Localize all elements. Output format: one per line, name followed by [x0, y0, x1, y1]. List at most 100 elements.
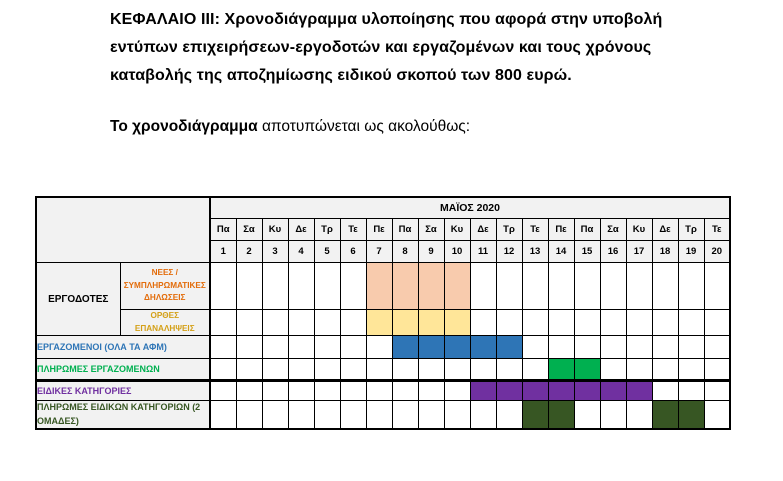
timeline-gantt-table: ΜΑΪΟΣ 2020 Πα Σα Κυ Δε Τρ Τε Πε Πα Σα Κυ Δε Τρ Τε Πε Πα…: [35, 196, 731, 431]
day-name-cell: Δε: [287, 218, 315, 241]
gantt-cell: [573, 400, 601, 430]
gantt-cell: [313, 400, 341, 430]
gantt-bar-cell: [521, 400, 549, 430]
gantt-cell: [209, 308, 237, 337]
gantt-cell: [625, 308, 653, 337]
gantt-cell: [339, 400, 367, 430]
gantt-cell: [495, 308, 523, 337]
gantt-cell: [599, 358, 627, 382]
day-name-cell: Σα: [235, 218, 263, 241]
gantt-cell: [703, 358, 731, 382]
day-name-cell: Τε: [703, 218, 731, 241]
day-name-cell: Σα: [417, 218, 445, 241]
gantt-cell: [287, 335, 315, 360]
day-number-cell: 10: [443, 240, 471, 263]
gantt-cell: [235, 358, 263, 382]
gantt-bar-cell: [391, 335, 419, 360]
gantt-cell: [287, 308, 315, 337]
gantt-bar-cell: [417, 262, 445, 310]
gantt-cell: [547, 335, 575, 360]
gantt-cell: [365, 358, 393, 382]
gantt-cell: [287, 262, 315, 310]
day-number-cell: 15: [573, 240, 601, 263]
gantt-bar-cell: [651, 400, 679, 430]
day-name-cell: Δε: [651, 218, 679, 241]
day-number-cell: 12: [495, 240, 523, 263]
row-group-label: ΕΡΓΟΔΟΤΕΣ: [35, 261, 121, 337]
gantt-cell: [495, 400, 523, 430]
gantt-cell: [677, 262, 705, 310]
gantt-cell: [651, 358, 679, 382]
table-corner-cell: [35, 196, 211, 263]
gantt-cell: [521, 335, 549, 360]
gantt-cell: [209, 379, 237, 402]
gantt-cell: [287, 379, 315, 402]
day-number-cell: 6: [339, 240, 367, 263]
gantt-cell: [417, 358, 445, 382]
gantt-cell: [339, 379, 367, 402]
gantt-bar-cell: [417, 335, 445, 360]
gantt-bar-cell: [391, 308, 419, 337]
gantt-cell: [521, 308, 549, 337]
day-number-cell: 17: [625, 240, 653, 263]
day-name-cell: Πα: [573, 218, 601, 241]
gantt-cell: [261, 379, 289, 402]
gantt-cell: [651, 308, 679, 337]
day-number-cell: 3: [261, 240, 289, 263]
day-number-cell: 19: [677, 240, 705, 263]
gantt-bar-cell: [495, 335, 523, 360]
gantt-cell: [599, 400, 627, 430]
gantt-bar-cell: [417, 308, 445, 337]
gantt-cell: [703, 400, 731, 430]
gantt-cell: [677, 308, 705, 337]
row-label: ΕΙΔΙΚΕΣ ΚΑΤΗΓΟΡΙΕΣ: [35, 379, 211, 402]
gantt-cell: [703, 262, 731, 310]
gantt-cell: [209, 358, 237, 382]
intro-sentence-rest: αποτυπώνεται ως ακολούθως:: [257, 118, 471, 135]
gantt-cell: [703, 335, 731, 360]
gantt-cell: [469, 358, 497, 382]
day-number-cell: 1: [209, 240, 237, 263]
gantt-bar-cell: [495, 379, 523, 402]
gantt-cell: [547, 262, 575, 310]
gantt-cell: [521, 262, 549, 310]
intro-sentence: Το χρονοδιάγραμμα αποτυπώνεται ως ακολού…: [110, 118, 470, 136]
gantt-cell: [625, 358, 653, 382]
gantt-cell: [313, 262, 341, 310]
gantt-cell: [365, 335, 393, 360]
intro-sentence-bold: Το χρονοδιάγραμμα: [110, 118, 258, 135]
day-number-cell: 2: [235, 240, 263, 263]
gantt-bar-cell: [391, 262, 419, 310]
gantt-cell: [313, 358, 341, 382]
day-name-cell: Τρ: [495, 218, 523, 241]
gantt-bar-cell: [469, 379, 497, 402]
gantt-cell: [443, 358, 471, 382]
day-number-cell: 7: [365, 240, 393, 263]
day-number-cell: 14: [547, 240, 575, 263]
gantt-cell: [209, 400, 237, 430]
day-name-cell: Κυ: [625, 218, 653, 241]
gantt-cell: [469, 400, 497, 430]
gantt-cell: [417, 400, 445, 430]
gantt-bar-cell: [547, 400, 575, 430]
gantt-cell: [235, 379, 263, 402]
day-number-cell: 11: [469, 240, 497, 263]
day-name-cell: Τε: [339, 218, 367, 241]
day-name-cell: Κυ: [443, 218, 471, 241]
gantt-bar-cell: [521, 379, 549, 402]
gantt-bar-cell: [573, 358, 601, 382]
gantt-cell: [651, 262, 679, 310]
gantt-cell: [625, 335, 653, 360]
day-number-cell: 4: [287, 240, 315, 263]
gantt-cell: [573, 262, 601, 310]
gantt-cell: [287, 358, 315, 382]
day-name-cell: Δε: [469, 218, 497, 241]
gantt-bar-cell: [443, 308, 471, 337]
row-label: ΕΡΓΑΖΟΜΕΝΟΙ (ΟΛΑ ΤΑ ΑΦΜ): [35, 335, 211, 360]
gantt-cell: [469, 262, 497, 310]
row-label: ΝΕΕΣ / ΣΥΜΠΛΗΡΩΜΑΤΙΚΕΣ ΔΗΛΩΣΕΙΣ: [119, 262, 211, 310]
month-header: ΜΑΪΟΣ 2020: [209, 196, 731, 219]
gantt-cell: [287, 400, 315, 430]
gantt-cell: [573, 308, 601, 337]
